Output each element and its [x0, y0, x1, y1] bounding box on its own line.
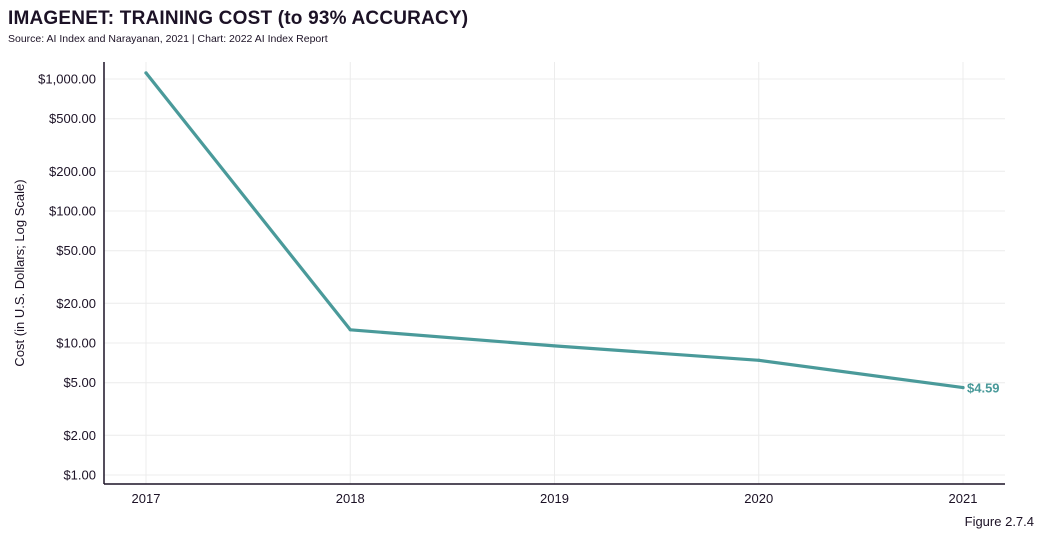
- y-tick-label: $1,000.00: [38, 72, 96, 87]
- chart-title: IMAGENET: TRAINING COST (to 93% ACCURACY…: [8, 8, 469, 29]
- x-tick-label: 2018: [336, 491, 365, 506]
- x-tick-label: 2017: [132, 491, 161, 506]
- figure-number: Figure 2.7.4: [964, 514, 1034, 529]
- x-tick-label: 2020: [744, 491, 773, 506]
- x-tick-label: 2021: [949, 491, 978, 506]
- y-tick-label: $500.00: [49, 111, 96, 126]
- y-axis-ticks: $1.00 $2.00 $5.00 $10.00 $20.00 $50.00 $100.00…: [38, 72, 96, 483]
- y-axis-label: Cost (in U.S. Dollars; Log Scale): [12, 179, 27, 366]
- x-tick-label: 2019: [540, 491, 569, 506]
- data-point: [961, 386, 965, 390]
- grid-lines: [104, 62, 1005, 484]
- y-tick-label: $2.00: [63, 428, 96, 443]
- data-label: $4.59: [967, 381, 1000, 396]
- y-tick-label: $5.00: [63, 375, 96, 390]
- data-point: [757, 358, 761, 362]
- y-tick-label: $10.00: [56, 336, 96, 351]
- y-tick-label: $20.00: [56, 296, 96, 311]
- data-point: [144, 71, 148, 75]
- y-tick-label: $1.00: [63, 468, 96, 483]
- data-point: [348, 328, 352, 332]
- chart-source: Source: AI Index and Narayanan, 2021 | C…: [8, 33, 328, 45]
- y-tick-label: $200.00: [49, 164, 96, 179]
- y-tick-label: $50.00: [56, 243, 96, 258]
- x-axis-ticks: 2017 2018 2019 2020 2021: [132, 491, 978, 506]
- series-group: $4.59: [144, 71, 1000, 396]
- y-tick-label: $100.00: [49, 204, 96, 219]
- data-point: [552, 344, 557, 348]
